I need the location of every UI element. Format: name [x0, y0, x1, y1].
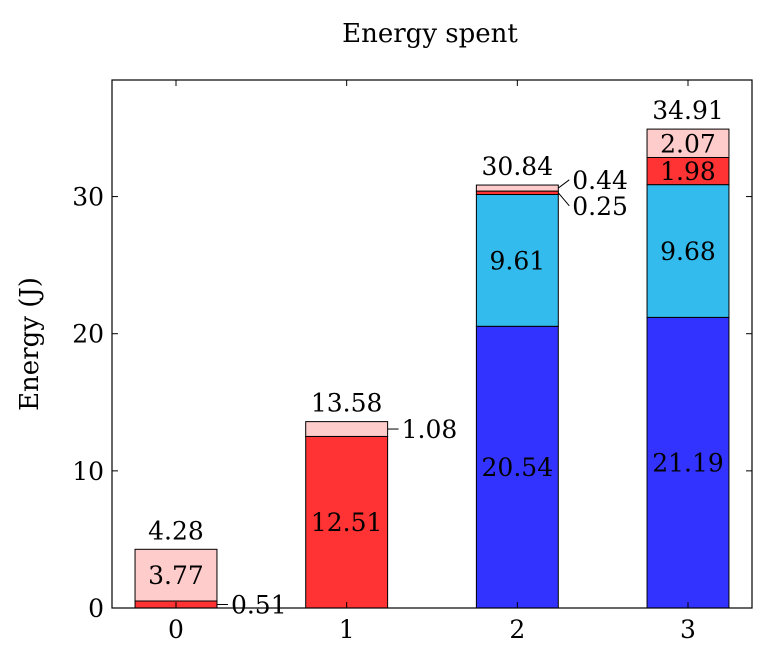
data-label: 20.54	[482, 453, 554, 482]
chart-title: Energy spent	[342, 19, 518, 49]
bar-segment	[134, 548, 218, 602]
y-tick-label: 10	[72, 457, 104, 486]
bar-segment	[646, 316, 730, 609]
data-label: 2.07	[660, 129, 716, 158]
bar-segment	[475, 194, 559, 327]
total-label: 13.58	[311, 389, 383, 418]
data-label: 1.98	[660, 157, 716, 186]
data-label: 12.51	[311, 508, 383, 537]
data-label: 1.08	[402, 415, 458, 444]
total-label: 34.91	[652, 96, 724, 125]
x-tick-label: 1	[339, 615, 355, 644]
bar-segment	[475, 190, 559, 196]
plot-frame	[111, 79, 753, 609]
label-leader-line	[557, 179, 570, 189]
total-label: 30.84	[482, 152, 554, 181]
data-label: 0.25	[572, 192, 628, 221]
y-tick-label: 30	[72, 183, 104, 212]
total-label: 4.28	[148, 516, 204, 545]
data-label: 0.51	[231, 591, 287, 620]
bars: 3.77 0.51 4.28 12.51 1.08 13.58 20.54 9.61 0.250…	[134, 96, 730, 620]
y-tick-label: 0	[88, 594, 104, 623]
bar-segment	[475, 325, 559, 609]
x-tick-label: 3	[680, 615, 696, 644]
y-tick-label: 20	[72, 320, 104, 349]
x-tick-label: 2	[509, 615, 525, 644]
bar-segment	[305, 421, 389, 437]
data-label: 21.19	[652, 449, 724, 478]
data-label: 0.44	[572, 166, 628, 195]
label-leader-line	[557, 192, 570, 207]
bar-segment	[475, 184, 559, 192]
data-label: 9.61	[489, 246, 545, 275]
bar-segment	[646, 184, 730, 318]
bar-segment	[646, 128, 730, 158]
y-axis-label: Energy (J)	[15, 277, 45, 411]
data-label: 9.68	[660, 237, 716, 266]
x-tick-label: 0	[168, 615, 184, 644]
data-label: 3.77	[148, 561, 204, 590]
